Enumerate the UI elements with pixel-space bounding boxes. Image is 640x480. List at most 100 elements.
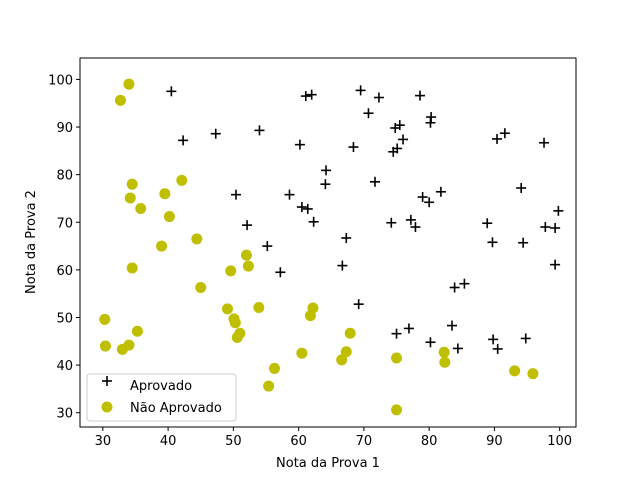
- point-aprovado: [302, 203, 313, 214]
- point-aprovado: [553, 205, 564, 216]
- point-nao-aprovado: [126, 178, 138, 190]
- point-aprovado: [355, 85, 366, 96]
- point-nao-aprovado: [263, 380, 275, 392]
- point-nao-aprovado: [234, 327, 246, 339]
- point-aprovado: [550, 259, 561, 270]
- y-tick-label: 30: [56, 407, 73, 422]
- point-aprovado: [337, 260, 348, 271]
- point-aprovado: [386, 217, 397, 228]
- point-aprovado: [492, 343, 503, 354]
- point-aprovado: [482, 218, 493, 229]
- point-aprovado: [320, 179, 331, 190]
- point-aprovado: [363, 108, 374, 119]
- point-nao-aprovado: [296, 347, 308, 359]
- point-nao-aprovado: [163, 211, 175, 223]
- legend-box: [86, 373, 237, 422]
- point-aprovado: [425, 117, 436, 128]
- point-nao-aprovado: [242, 260, 254, 272]
- point-nao-aprovado: [229, 317, 241, 329]
- point-aprovado: [492, 133, 503, 144]
- point-aprovado: [294, 139, 305, 150]
- point-nao-aprovado: [159, 188, 171, 200]
- point-nao-aprovado: [240, 249, 252, 261]
- point-nao-aprovado: [135, 202, 147, 214]
- point-aprovado: [242, 220, 253, 231]
- point-nao-aprovado: [176, 174, 188, 186]
- point-nao-aprovado: [307, 302, 319, 314]
- legend-marker-nao-aprovado: [101, 401, 113, 413]
- y-tick-label: 100: [48, 73, 73, 88]
- point-aprovado: [341, 232, 352, 243]
- point-aprovado: [452, 343, 463, 354]
- point-nao-aprovado: [156, 240, 168, 252]
- point-nao-aprovado: [123, 339, 135, 351]
- point-aprovado: [284, 189, 295, 200]
- point-nao-aprovado: [439, 356, 451, 368]
- x-tick-label: 60: [290, 434, 307, 449]
- x-tick-label: 70: [356, 434, 373, 449]
- point-nao-aprovado: [225, 265, 237, 277]
- x-tick-label: 80: [421, 434, 438, 449]
- point-aprovado: [166, 86, 177, 97]
- plot-points: [99, 78, 564, 416]
- point-nao-aprovado: [253, 301, 265, 313]
- point-nao-aprovado: [336, 354, 348, 366]
- y-tick-label: 70: [56, 216, 73, 231]
- point-aprovado: [391, 328, 402, 339]
- point-aprovado: [398, 134, 409, 145]
- point-aprovado: [230, 189, 241, 200]
- point-nao-aprovado: [131, 325, 143, 337]
- y-tick-label: 90: [56, 121, 73, 136]
- point-aprovado: [520, 333, 531, 344]
- point-aprovado: [417, 192, 428, 203]
- point-aprovado: [459, 278, 470, 289]
- point-aprovado: [275, 267, 286, 278]
- point-aprovado: [435, 186, 446, 197]
- point-aprovado: [550, 222, 561, 233]
- point-aprovado: [348, 142, 359, 153]
- point-aprovado: [487, 237, 498, 248]
- legend-label-aprovado: Aprovado: [130, 379, 192, 394]
- point-aprovado: [405, 214, 416, 225]
- x-tick-label: 100: [547, 434, 572, 449]
- point-nao-aprovado: [340, 346, 352, 358]
- point-nao-aprovado: [391, 352, 403, 364]
- point-aprovado: [373, 92, 384, 103]
- point-aprovado: [321, 165, 332, 176]
- point-aprovado: [540, 222, 551, 233]
- point-nao-aprovado: [124, 192, 136, 204]
- y-axis-label: Nota da Prova 2: [24, 190, 39, 294]
- point-aprovado: [516, 182, 527, 193]
- point-aprovado: [449, 282, 460, 293]
- point-aprovado: [518, 237, 529, 248]
- x-axis-label: Nota da Prova 1: [276, 456, 380, 471]
- point-aprovado: [425, 337, 436, 348]
- y-axis-ticks: 30 40 50 60 70 80 90 100: [48, 73, 80, 422]
- x-axis-ticks: 30 40 50 60 70 80 90 100: [95, 427, 572, 449]
- y-tick-label: 50: [56, 311, 73, 326]
- legend-marker-aprovado: [102, 376, 112, 386]
- x-tick-label: 30: [95, 434, 112, 449]
- x-tick-label: 50: [225, 434, 242, 449]
- legend-label-nao-aprovado: Não Aprovado: [130, 401, 222, 416]
- point-aprovado: [254, 125, 265, 136]
- point-nao-aprovado: [391, 404, 403, 416]
- point-nao-aprovado: [99, 313, 111, 325]
- point-aprovado: [394, 120, 405, 131]
- point-aprovado: [353, 299, 364, 310]
- point-aprovado: [424, 197, 435, 208]
- point-aprovado: [262, 241, 273, 252]
- point-aprovado: [369, 176, 380, 187]
- point-nao-aprovado: [114, 94, 126, 106]
- y-tick-label: 60: [56, 264, 73, 279]
- point-nao-aprovado: [268, 362, 280, 374]
- point-aprovado: [392, 143, 403, 154]
- axes-frame: [79, 57, 577, 428]
- point-aprovado: [403, 323, 414, 334]
- point-nao-aprovado: [191, 233, 203, 245]
- y-tick-label: 40: [56, 359, 73, 374]
- point-aprovado: [178, 135, 189, 146]
- point-aprovado: [499, 128, 510, 139]
- point-nao-aprovado: [123, 78, 135, 90]
